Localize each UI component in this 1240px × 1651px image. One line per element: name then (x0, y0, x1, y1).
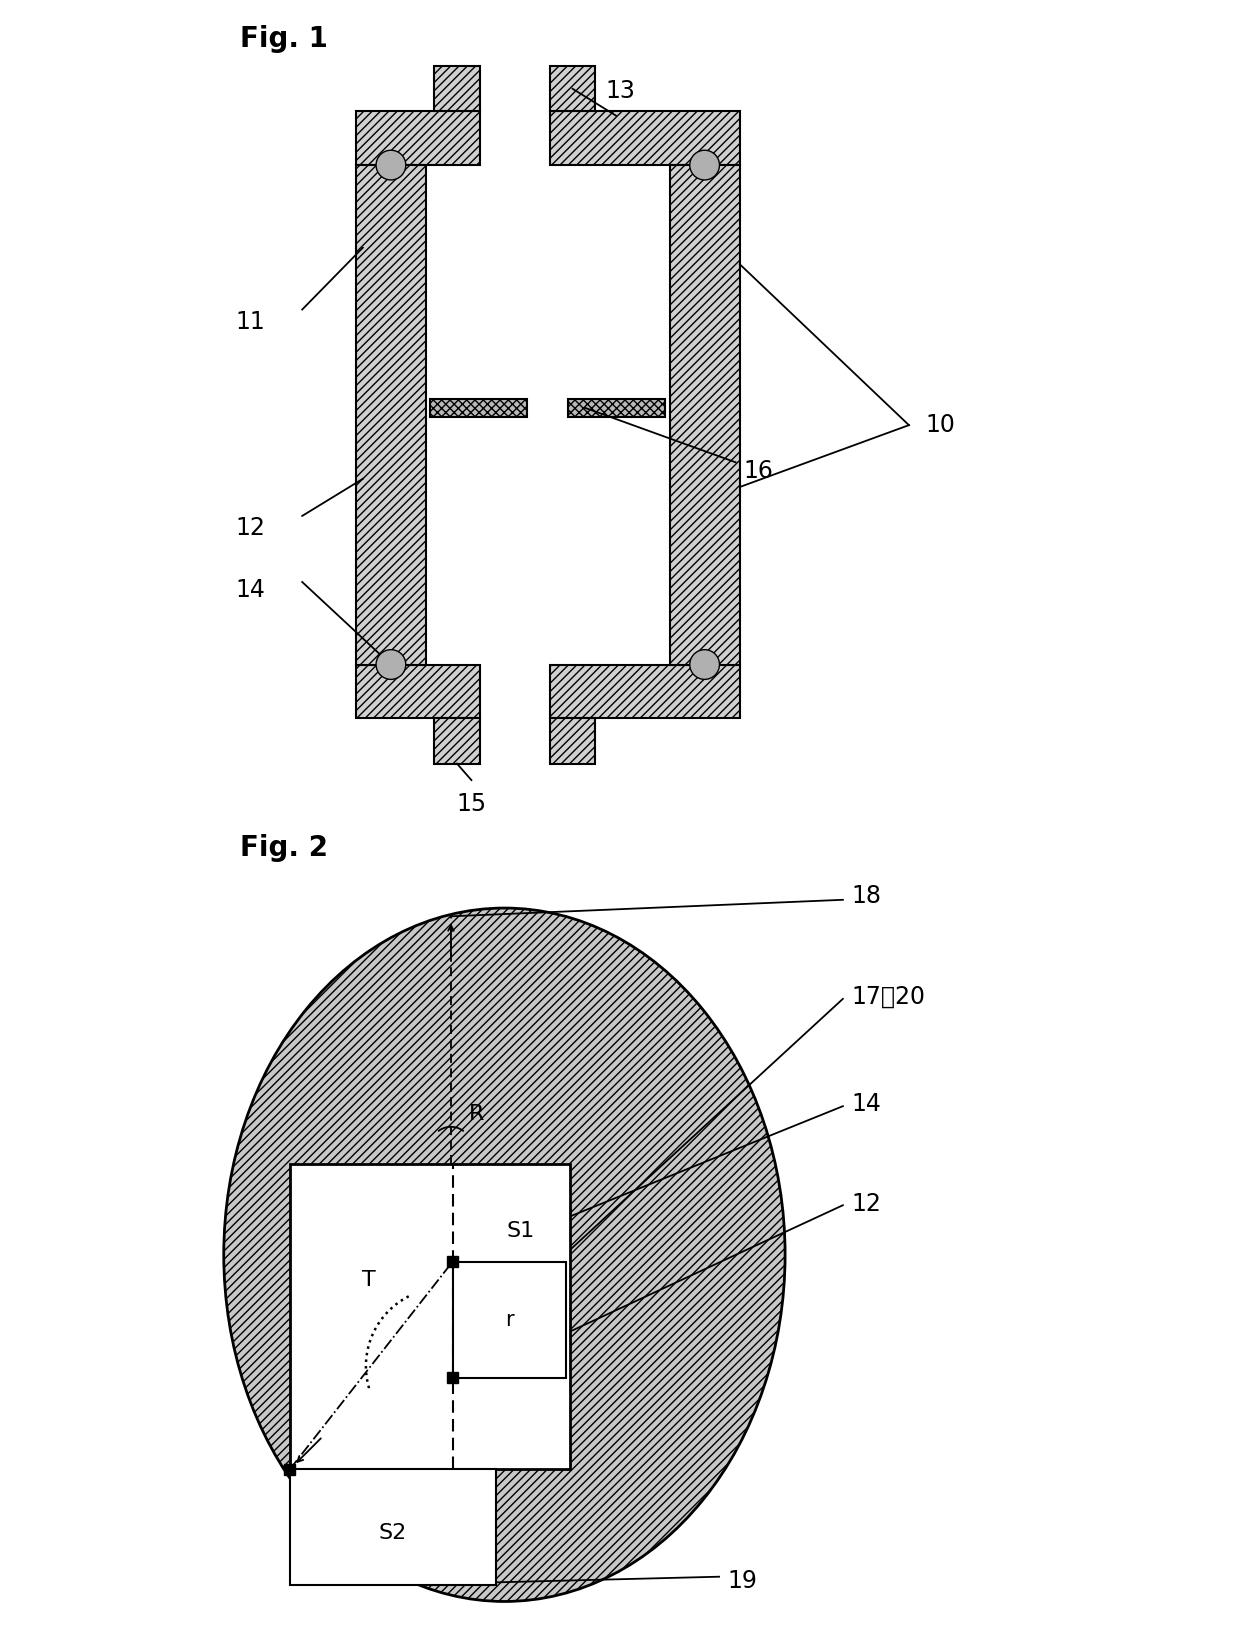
Bar (453, 1261, 567, 1377)
Text: 19: 19 (728, 1568, 758, 1593)
Bar (290, 1469, 496, 1585)
Text: 13: 13 (605, 79, 635, 104)
Bar (549, 664, 740, 718)
Circle shape (376, 650, 405, 680)
Text: Fig. 1: Fig. 1 (241, 25, 329, 53)
Bar (356, 664, 480, 718)
Bar (670, 165, 740, 665)
Text: 15: 15 (456, 792, 486, 817)
Bar (356, 165, 427, 665)
Text: Fig. 2: Fig. 2 (241, 834, 329, 862)
Bar (356, 112, 480, 165)
Text: 14: 14 (236, 578, 265, 603)
Text: 12: 12 (236, 517, 265, 540)
Text: T: T (362, 1270, 376, 1289)
Text: 14: 14 (851, 1091, 880, 1116)
Text: 18: 18 (851, 883, 882, 908)
Text: 10: 10 (925, 413, 955, 438)
Text: 11: 11 (236, 310, 265, 334)
Circle shape (689, 150, 719, 180)
Text: R: R (469, 1105, 485, 1124)
Text: S1: S1 (507, 1222, 534, 1242)
Circle shape (376, 150, 405, 180)
Bar (568, 400, 666, 418)
Text: 17、20: 17、20 (851, 986, 925, 1009)
Bar (434, 718, 480, 763)
Circle shape (689, 650, 719, 680)
Text: 12: 12 (851, 1192, 880, 1215)
Text: S2: S2 (379, 1522, 407, 1544)
Bar (448, 1372, 458, 1384)
Text: r: r (505, 1309, 513, 1329)
Bar (448, 1256, 458, 1266)
Bar (284, 1464, 295, 1474)
Bar (549, 718, 595, 763)
Bar (549, 66, 595, 112)
Ellipse shape (223, 908, 785, 1601)
Bar (434, 66, 480, 112)
Text: 16: 16 (744, 459, 774, 482)
Bar (549, 112, 740, 165)
Bar (430, 400, 527, 418)
Bar (290, 1164, 570, 1469)
